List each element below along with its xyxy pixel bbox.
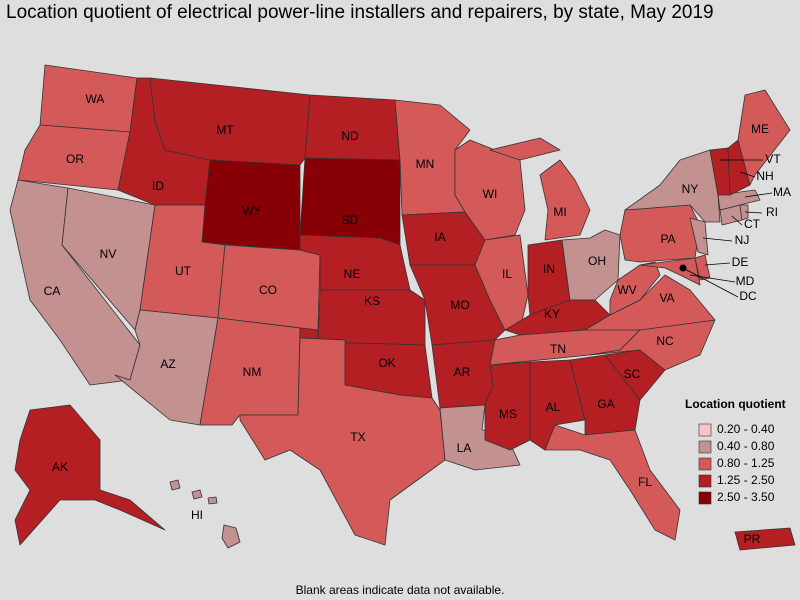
leader-line	[731, 215, 743, 226]
state	[217, 244, 321, 331]
state-label: MN	[416, 157, 435, 171]
state-label: TN	[550, 342, 566, 356]
leader-line	[739, 171, 756, 178]
state-label: SD	[342, 213, 359, 227]
state-label: ND	[341, 129, 359, 143]
state-label: GA	[597, 397, 614, 411]
state-label: SC	[624, 367, 641, 381]
state	[489, 137, 591, 241]
legend-swatch	[698, 440, 712, 454]
state-label: NV	[100, 247, 117, 261]
state	[484, 361, 531, 451]
state	[589, 319, 716, 371]
state	[639, 257, 701, 286]
state-label: KS	[364, 294, 380, 308]
state-label: NY	[682, 182, 699, 196]
leader-line	[704, 262, 731, 266]
state	[14, 404, 166, 546]
state-label: OK	[378, 356, 395, 370]
state-label: FL	[638, 475, 652, 489]
state	[299, 157, 401, 246]
legend-swatch	[698, 423, 712, 437]
legend-label: 0.20 - 0.40	[717, 422, 775, 436]
leader-line	[702, 237, 733, 242]
state-label: TX	[350, 430, 365, 444]
leader-line	[689, 274, 736, 283]
legend-label: 0.40 - 0.80	[717, 439, 775, 453]
legend-swatch	[698, 474, 712, 488]
state-label: AL	[546, 400, 561, 414]
state-label: NC	[656, 334, 674, 348]
state-label: NH	[756, 169, 773, 183]
legend-title: Location quotient	[685, 397, 786, 411]
footnote: Blank areas indicate data not available.	[296, 583, 505, 597]
title: Location quotient of electrical power-li…	[6, 2, 714, 23]
state-label: WI	[483, 187, 498, 201]
state	[169, 479, 241, 549]
state-label: IN	[543, 262, 555, 276]
legend-swatch	[698, 491, 712, 505]
state	[454, 139, 526, 241]
state-label: MD	[736, 274, 755, 288]
state-label: CT	[744, 217, 761, 231]
legend-swatch	[698, 457, 712, 471]
state	[304, 94, 401, 161]
state-label: MS	[499, 407, 517, 421]
state-label: NJ	[735, 233, 750, 247]
state	[689, 217, 709, 256]
state-label: NM	[243, 365, 262, 379]
legend-label: 2.50 - 3.50	[717, 490, 775, 504]
state-label: KY	[544, 307, 560, 321]
state-label: IL	[502, 267, 512, 281]
state-label: IA	[434, 230, 445, 244]
state-label: NE	[344, 267, 361, 281]
state-label: DC	[739, 289, 757, 303]
state	[149, 77, 311, 166]
state	[194, 159, 301, 251]
state-label: WV	[617, 283, 636, 297]
state-label: OR	[66, 152, 84, 166]
state	[544, 424, 681, 541]
state-label: AZ	[160, 357, 175, 371]
state-label: VA	[659, 291, 674, 305]
state	[239, 337, 446, 546]
state-label: LA	[457, 441, 472, 455]
state-label: MI	[553, 205, 566, 219]
leader-line	[744, 192, 773, 198]
state-label: AK	[52, 460, 68, 474]
state	[737, 89, 791, 186]
state-label: OH	[588, 254, 606, 268]
state-label: PR	[744, 532, 761, 546]
leader-line	[682, 267, 739, 298]
state-label: DE	[732, 255, 749, 269]
state	[17, 124, 131, 191]
state-label: MA	[773, 185, 791, 199]
states	[9, 64, 796, 551]
state-label: RI	[766, 205, 778, 219]
state-label: HI	[191, 508, 203, 522]
leader-line	[744, 211, 763, 214]
state-label: WY	[242, 204, 261, 218]
state	[734, 527, 796, 551]
legend-label: 0.80 - 1.25	[717, 456, 775, 470]
state-label: MT	[216, 123, 234, 137]
state-label: PA	[660, 232, 675, 246]
legend-label: 1.25 - 2.50	[717, 473, 775, 487]
state	[739, 204, 749, 221]
state-label: AR	[454, 365, 471, 379]
state-label: UT	[175, 264, 192, 278]
state-label: VT	[765, 152, 781, 166]
state-label: MO	[450, 298, 469, 312]
state-label: ID	[152, 179, 164, 193]
state-label: ME	[751, 122, 769, 136]
state-label: CA	[44, 284, 61, 298]
state-label: WA	[86, 92, 105, 106]
legend: Location quotient 0.20 - 0.40 0.40 - 0.80…	[685, 397, 786, 505]
state-label: CO	[259, 283, 277, 297]
